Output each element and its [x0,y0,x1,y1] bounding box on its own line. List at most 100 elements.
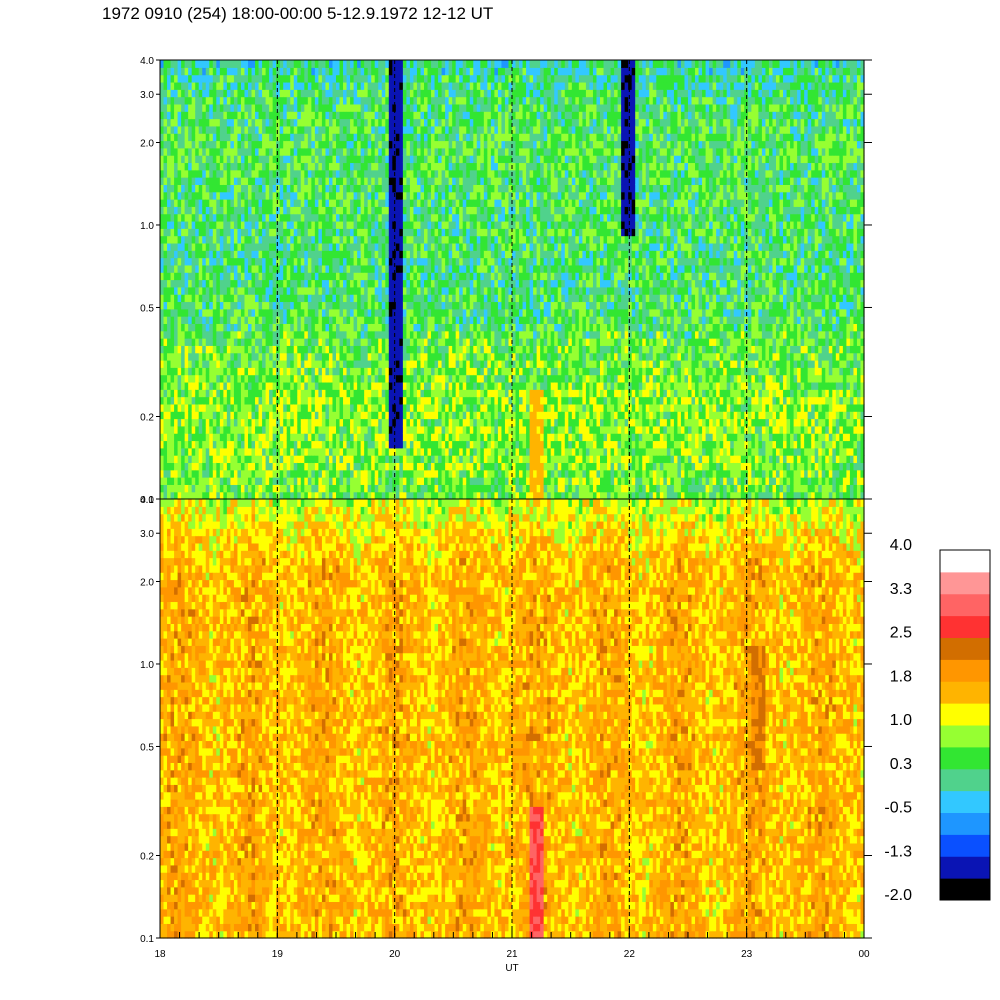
heatmap-cell [406,426,410,434]
heatmap-cell [410,367,414,375]
heatmap-cell [262,280,266,288]
heatmap-cell [325,236,329,244]
heatmap-cell [332,309,336,317]
heatmap-cell [308,404,312,412]
heatmap-cell [223,192,227,200]
heatmap-cell [178,97,182,105]
heatmap-cell [216,162,220,170]
heatmap-cell [332,265,336,273]
heatmap-cell [350,250,354,258]
heatmap-cell [160,104,164,112]
heatmap-cell [354,426,358,434]
heatmap-cell [294,382,298,390]
heatmap-cell [357,60,361,68]
heatmap-cell [431,155,435,163]
heatmap-cell [294,455,298,463]
heatmap-cell [389,162,393,170]
heatmap-cell [280,228,284,236]
heatmap-cell [410,133,414,141]
heatmap-cell [371,389,375,397]
heatmap-cell [202,148,206,156]
heatmap-cell [347,389,351,397]
heatmap-cell [248,119,252,127]
heatmap-cell [364,440,368,448]
heatmap-cell [428,367,432,375]
heatmap-cell [252,426,256,434]
heatmap-cell [192,155,196,163]
heatmap-cell [308,250,312,258]
heatmap-cell [199,206,203,214]
heatmap-cell [195,397,199,405]
heatmap-cell [262,492,266,500]
heatmap-cell [399,419,403,427]
heatmap-cell [164,294,168,302]
heatmap-cell [237,67,241,75]
heatmap-cell [164,419,168,427]
heatmap-cell [287,67,291,75]
heatmap-cell [241,221,245,229]
heatmap-cell [347,89,351,97]
heatmap-cell [206,228,210,236]
heatmap-cell [259,162,263,170]
heatmap-cell [167,448,171,456]
heatmap-cell [167,323,171,331]
heatmap-cell [322,155,326,163]
heatmap-cell [385,97,389,105]
heatmap-cell [171,214,175,222]
heatmap-cell [237,243,241,251]
heatmap-cell [273,67,277,75]
heatmap-cell [252,492,256,500]
heatmap-cell [164,75,168,83]
heatmap-cell [290,345,294,353]
heatmap-cell [269,119,273,127]
heatmap-cell [188,236,192,244]
heatmap-cell [368,404,372,412]
heatmap-cell [318,119,322,127]
heatmap-cell [290,162,294,170]
heatmap-cell [223,265,227,273]
heatmap-cell [382,272,386,280]
heatmap-cell [413,272,417,280]
heatmap-cell [428,419,432,427]
heatmap-cell [375,484,379,492]
heatmap-cell [213,214,217,222]
heatmap-cell [350,440,354,448]
heatmap-cell [241,206,245,214]
heatmap-cell [241,455,245,463]
heatmap-cell [361,309,365,317]
heatmap-cell [304,426,308,434]
heatmap-cell [336,192,340,200]
heatmap-cell [368,67,372,75]
heatmap-cell [442,287,446,295]
heatmap-cell [357,389,361,397]
heatmap-cell [347,243,351,251]
heatmap-cell [403,162,407,170]
heatmap-cell [361,331,365,339]
heatmap-cell [336,338,340,346]
heatmap-cell [171,448,175,456]
heatmap-cell [213,455,217,463]
heatmap-cell [449,419,453,427]
heatmap-cell [445,484,449,492]
heatmap-cell [181,419,185,427]
heatmap-cell [199,294,203,302]
heatmap-cell [202,331,206,339]
heatmap-cell [308,170,312,178]
heatmap-cell [255,221,259,229]
heatmap-cell [241,433,245,441]
heatmap-cell [248,404,252,412]
heatmap-cell [428,470,432,478]
heatmap-cell [206,477,210,485]
heatmap-cell [237,133,241,141]
heatmap-cell [431,97,435,105]
heatmap-cell [269,228,273,236]
heatmap-cell [438,367,442,375]
heatmap-cell [297,455,301,463]
heatmap-cell [244,250,248,258]
heatmap-cell [301,462,305,470]
heatmap-cell [336,250,340,258]
heatmap-cell [213,389,217,397]
heatmap-cell [248,221,252,229]
heatmap-cell [160,221,164,229]
heatmap-cell [234,440,238,448]
